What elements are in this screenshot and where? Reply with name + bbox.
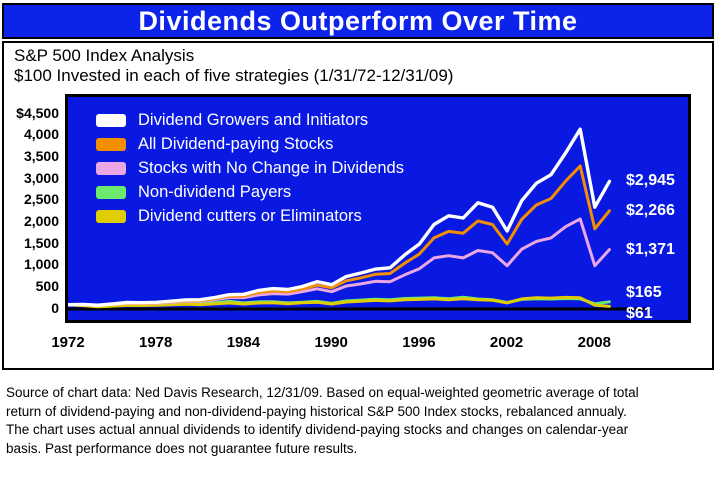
source-note: Source of chart data: Ned Davis Research… [6, 384, 714, 458]
x-tick-label: 1996 [402, 334, 436, 351]
title-banner: Dividends Outperform Over Time [2, 3, 714, 39]
x-tick-label: 1978 [139, 334, 173, 351]
y-tick-label: 4,000 [23, 126, 59, 143]
legend-swatch-icon [96, 113, 126, 127]
y-tick-label: 1,000 [23, 256, 59, 273]
x-tick-label: 1984 [226, 334, 261, 351]
y-tick-label: 500 [35, 277, 59, 294]
chart-legend: Dividend Growers and Initiators All Divid… [96, 108, 404, 228]
subtitle-line2: $100 Invested in each of five strategies… [14, 66, 454, 85]
series-line-0 [68, 127, 612, 307]
x-tick-label: 1990 [314, 334, 348, 351]
legend-item-4: Dividend cutters or Eliminators [96, 204, 404, 228]
source-line: basis. Past performance does not guarant… [6, 440, 358, 456]
legend-label: Dividend Growers and Initiators [138, 110, 369, 129]
series-line-4 [68, 295, 611, 309]
y-tick-label: 3,000 [23, 169, 59, 186]
legend-swatch-icon [96, 137, 126, 151]
y-tick-label: 0 [51, 299, 59, 316]
y-tick-label: 2,500 [23, 191, 59, 208]
legend-label: Non-dividend Payers [138, 182, 292, 201]
legend-label: Stocks with No Change in Dividends [138, 158, 404, 177]
source-line: The chart uses actual annual dividends t… [6, 422, 629, 437]
source-line: Source of chart data: Ned Davis Research… [6, 385, 639, 400]
series-end-label: $61 [626, 305, 653, 323]
series-end-label: $1,371 [626, 240, 675, 258]
legend-item-2: Stocks with No Change in Dividends [96, 156, 404, 180]
chart-lines [68, 127, 646, 311]
page-title: Dividends Outperform Over Time [138, 5, 578, 36]
series-line-2 [68, 217, 611, 307]
legend-swatch-icon [96, 209, 126, 223]
y-tick-label: 1,500 [23, 234, 59, 251]
x-tick-label: 2002 [489, 334, 524, 351]
plot-area: Dividend Growers and Initiators All Divid… [65, 94, 691, 323]
series-end-label: $2,945 [626, 172, 675, 190]
subtitle-line1: S&P 500 Index Analysis [14, 46, 195, 65]
legend-item-1: All Dividend-paying Stocks [96, 132, 404, 156]
legend-item-0: Dividend Growers and Initiators [96, 108, 404, 132]
y-tick-label: 3,500 [23, 147, 59, 164]
legend-swatch-icon [96, 185, 126, 199]
source-line: return of dividend-paying and non-divide… [6, 403, 627, 419]
legend-swatch-icon [96, 161, 126, 175]
figure-box: S&P 500 Index Analysis $100 Invested in … [2, 41, 714, 370]
series-end-label: $2,266 [626, 201, 675, 219]
y-tick-label: 2,000 [23, 212, 59, 229]
legend-label: Dividend cutters or Eliminators [138, 206, 362, 225]
y-tick-label: $4,500 [16, 104, 59, 121]
x-tick-label: 2008 [577, 334, 611, 351]
legend-item-3: Non-dividend Payers [96, 180, 404, 204]
series-end-label: $165 [626, 284, 662, 302]
legend-label: All Dividend-paying Stocks [138, 134, 334, 153]
x-tick-label: 1972 [51, 334, 85, 351]
